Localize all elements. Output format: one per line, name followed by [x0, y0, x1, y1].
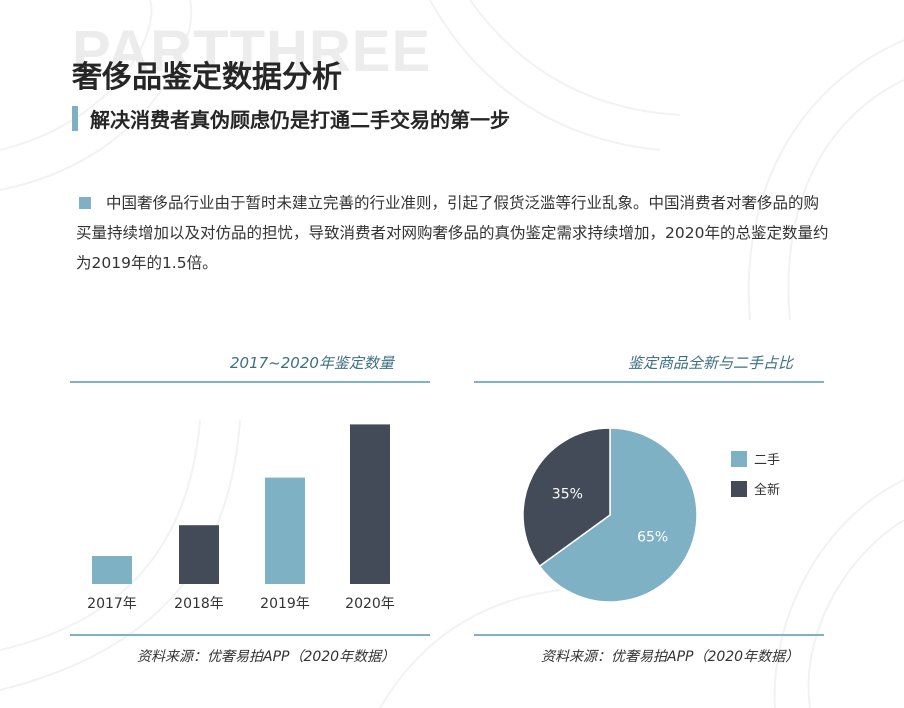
bar-chart-source: 资料来源：优奢易拍APP（2020年数据） — [137, 649, 396, 665]
pie-slice-label: 35% — [552, 486, 583, 502]
pie-slice-2 — [522, 427, 611, 568]
subtitle-accent-bar — [72, 106, 78, 131]
legend-label: 二手 — [754, 453, 780, 468]
bar-category-label: 2017年 — [87, 596, 137, 612]
bar-4 — [350, 424, 390, 584]
page-title: 奢侈品鉴定数据分析 — [72, 60, 342, 95]
pie-chart-bottom-rule — [474, 634, 824, 636]
bar-2 — [179, 525, 219, 584]
bar-chart-top-rule — [70, 381, 430, 383]
square-bullet-icon — [79, 197, 91, 209]
bar-category-label: 2019年 — [260, 596, 310, 612]
legend-swatch — [731, 481, 747, 497]
legend-swatch — [731, 451, 747, 467]
pie-slice-label: 65% — [637, 530, 668, 546]
legend-label: 全新 — [754, 482, 780, 498]
bar-1 — [92, 556, 132, 584]
page-subtitle: 解决消费者真伪顾虑仍是打通二手交易的第一步 — [90, 108, 510, 132]
pie-chart-top-rule — [474, 381, 824, 383]
bar-chart-title: 2017~2020年鉴定数量 — [230, 354, 394, 372]
bar-category-label: 2020年 — [345, 596, 395, 612]
watermark-text: PARTTHREE — [72, 19, 432, 84]
pie-slice-1 — [538, 427, 698, 603]
summary-paragraph: 中国奢侈品行业由于暂时未建立完善的行业准则，引起了假货泛滥等行业乱象。中国消费者… — [76, 194, 829, 272]
bar-3 — [265, 477, 305, 584]
pie-chart-title: 鉴定商品全新与二手占比 — [628, 354, 794, 372]
bar-category-label: 2018年 — [174, 596, 224, 612]
pie-chart-source: 资料来源：优奢易拍APP（2020年数据） — [541, 649, 800, 665]
bar-chart: 2017年 2018年 2019年 2020年 — [87, 424, 395, 612]
bar-chart-bottom-rule — [70, 634, 430, 636]
